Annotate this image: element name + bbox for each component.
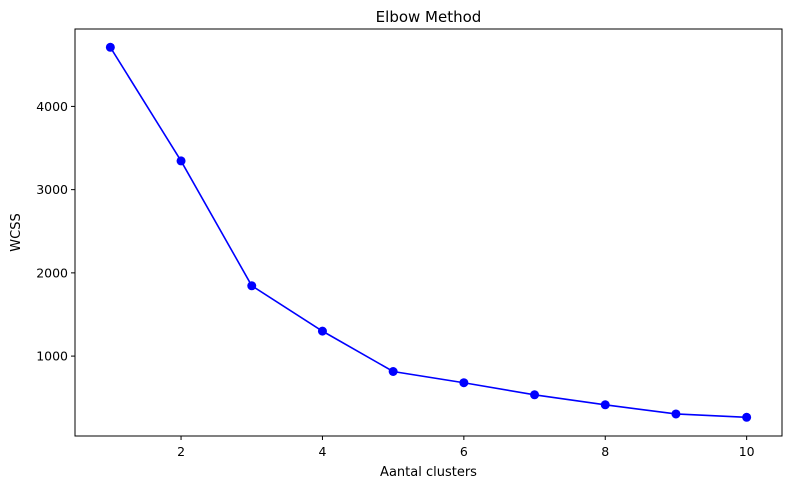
data-point — [317, 326, 327, 336]
x-tick-label: 2 — [177, 444, 185, 459]
data-point — [105, 42, 115, 52]
y-axis-label: WCSS — [9, 213, 24, 251]
series-wcss — [105, 42, 752, 422]
plot-background — [75, 29, 782, 436]
x-tick-label: 8 — [601, 444, 609, 459]
data-point — [530, 390, 540, 400]
data-point — [176, 156, 186, 166]
data-point — [459, 378, 469, 388]
y-axis-ticks: 1000 2000 3000 4000 — [36, 99, 75, 364]
data-point — [742, 412, 752, 422]
x-tick-label: 4 — [318, 444, 326, 459]
series-line — [109, 46, 747, 419]
y-tick-label: 2000 — [36, 265, 68, 280]
x-axis-label: Aantal clusters — [380, 465, 477, 480]
y-tick-label: 3000 — [36, 182, 68, 197]
data-point — [671, 409, 681, 419]
x-tick-label: 10 — [739, 444, 755, 459]
plot-frame — [74, 28, 783, 437]
data-point — [247, 281, 257, 291]
x-tick-label: 6 — [460, 444, 468, 459]
data-point — [600, 400, 610, 410]
y-tick-label: 1000 — [36, 349, 68, 364]
chart-title: Elbow Method — [376, 8, 482, 26]
data-point — [388, 366, 398, 376]
y-tick-label: 4000 — [36, 99, 68, 114]
x-axis-ticks: 2 4 6 8 10 — [177, 436, 755, 459]
